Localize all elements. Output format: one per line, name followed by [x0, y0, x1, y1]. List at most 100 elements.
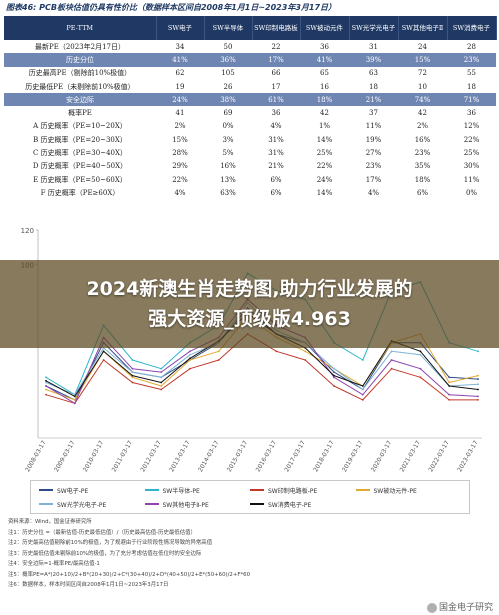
header-industry: SW电子 — [156, 16, 205, 40]
x-tick-label: 2020-03-17 — [370, 439, 394, 473]
table-row: E 历史概率（PE=50~60X） 22% 13% 6% 24% 17% 18% 11% — [4, 173, 496, 186]
table-row: F 历史概率（PE≥60X） 4% 63% 6% 14% 4% 6% 0% — [4, 186, 496, 199]
legend-label: SW印制电路板-PE — [268, 487, 318, 495]
table-cell: 23% — [365, 162, 382, 171]
legend-swatch — [144, 489, 159, 491]
table-cell: 15% — [398, 53, 447, 67]
table-row: 最新PE（2023年2月17日） 34 50 22 36 31 24 28 — [4, 40, 496, 53]
table-row: B 历史概率（PE=20~30X） 15% 3% 31% 14% 19% 16% 22% — [4, 133, 496, 146]
table-cell: 42 — [418, 109, 427, 118]
table-cell: 41% — [156, 53, 204, 67]
data-point — [390, 359, 393, 361]
table-cell: 6% — [270, 175, 282, 184]
table-cell: 28% — [172, 149, 188, 158]
data-point — [73, 402, 76, 405]
note-line: 注3：历史最低估值未剔除前10%的极值，为了充分考虑估值在低位时的安全边际 — [8, 550, 202, 557]
legend-label: SW电子-PE — [57, 487, 89, 495]
data-point — [160, 381, 163, 384]
row-label: C 历史概率（PE=30~40X） — [33, 149, 127, 158]
table-cell: 31% — [268, 135, 284, 144]
table-cell: 12% — [463, 122, 480, 131]
table-cell: 15% — [172, 135, 188, 144]
legend-swatch — [250, 489, 264, 491]
data-point — [448, 381, 451, 384]
data-point — [73, 395, 76, 398]
figure-title: 图表46: PCB板块估值仍具有性价比（数据样本区间自2008年1月1日~202… — [6, 3, 337, 12]
x-tick-label: 2009-03-17 — [53, 439, 77, 473]
legend-label: SW其他电子Ⅱ-PE — [162, 501, 209, 509]
table-cell: 13% — [220, 175, 236, 184]
table-cell: 17% — [365, 175, 382, 184]
data-point — [160, 388, 163, 391]
legend-swatch — [39, 503, 53, 505]
table-cell: 22 — [271, 42, 281, 51]
data-point — [333, 367, 335, 370]
table-cell: 31% — [268, 149, 284, 158]
x-tick-label: 2010-03-17 — [82, 439, 106, 473]
data-point — [390, 367, 393, 370]
data-point — [477, 398, 479, 401]
x-tick-label: 2008-03-17 — [24, 439, 48, 473]
table-cell: 2% — [416, 122, 429, 131]
table-row: 安全边际 24% 38% 61% 18% 21% 74% 71% — [4, 93, 496, 107]
data-point — [275, 350, 278, 353]
table-cell: 34 — [175, 42, 185, 51]
table-cell: 18 — [369, 82, 378, 91]
x-tick-label: 2021-03-17 — [399, 439, 423, 473]
legend-swatch — [144, 503, 159, 505]
note-line: 资料来源：Wind，国金证券研究所 — [8, 519, 92, 525]
table-cell: 24 — [418, 42, 427, 51]
table-cell: 17 — [271, 82, 281, 91]
table-cell: 4% — [270, 122, 282, 131]
table-cell: 31 — [369, 42, 378, 51]
data-point — [131, 367, 134, 370]
data-point — [131, 381, 134, 384]
data-point — [333, 371, 335, 374]
row-label: E 历史概率（PE=50~60X） — [33, 175, 127, 184]
table-cell: 16% — [414, 135, 431, 144]
pe-line-chart: 1201002008-03-172009-03-172010-03-172011… — [21, 227, 482, 473]
legend-label: SW光学光电子-PE — [57, 501, 107, 509]
data-point — [102, 359, 105, 361]
legend-swatch — [250, 503, 264, 505]
table-cell: 10 — [418, 82, 427, 91]
data-point — [361, 388, 364, 391]
row-label: F 历史概率（PE≥60X） — [40, 188, 120, 197]
data-point — [419, 367, 422, 370]
legend-swatch — [355, 489, 370, 491]
data-point — [131, 376, 134, 379]
data-point — [189, 359, 191, 361]
header-industry: SW半导体 — [204, 16, 253, 40]
table-row: A 历史概率（PE=10~20X） 2% 0% 4% 1% 11% 2% 12% — [4, 120, 496, 133]
data-point — [160, 371, 163, 374]
table-row: 历史最低PE（未剔除前10%极值） 19 26 17 16 18 10 18 — [4, 80, 496, 93]
table-cell: 36 — [467, 109, 476, 118]
data-point — [333, 385, 335, 387]
table-cell: 24% — [316, 175, 333, 184]
table-cell: 41% — [300, 53, 349, 67]
table-cell: 14% — [316, 188, 333, 197]
data-point — [333, 374, 335, 377]
data-point — [131, 359, 134, 361]
banner-line-2: 强大资源_顶级版4.963 — [148, 308, 351, 330]
table-cell: 37 — [369, 109, 378, 118]
data-point — [477, 374, 479, 377]
table-cell: 4% — [367, 188, 380, 197]
data-point — [361, 398, 364, 401]
data-point — [217, 350, 220, 353]
table-cell: 38% — [204, 93, 252, 107]
data-point — [131, 371, 134, 374]
row-label: 历史最高PE（剔除前10%极值） — [28, 69, 132, 78]
x-tick-label: 2013-03-17 — [168, 439, 192, 473]
data-point — [189, 367, 191, 370]
row-label: 最新PE（2023年2月17日） — [35, 42, 125, 51]
note-line: 注2：历史最高估值剔除前10%的极值，为了规避由于行业阶段性情况导致的异常高值 — [8, 540, 213, 546]
table-cell: 18% — [414, 175, 431, 184]
data-point — [102, 350, 105, 353]
data-point — [448, 385, 451, 387]
watermark-text: 国金电子研究 — [438, 603, 493, 613]
data-point — [217, 359, 220, 361]
row-label: 历史最低PE（未剔除前10%极值） — [25, 82, 135, 91]
table-cell: 28 — [467, 42, 476, 51]
data-point — [45, 385, 47, 387]
